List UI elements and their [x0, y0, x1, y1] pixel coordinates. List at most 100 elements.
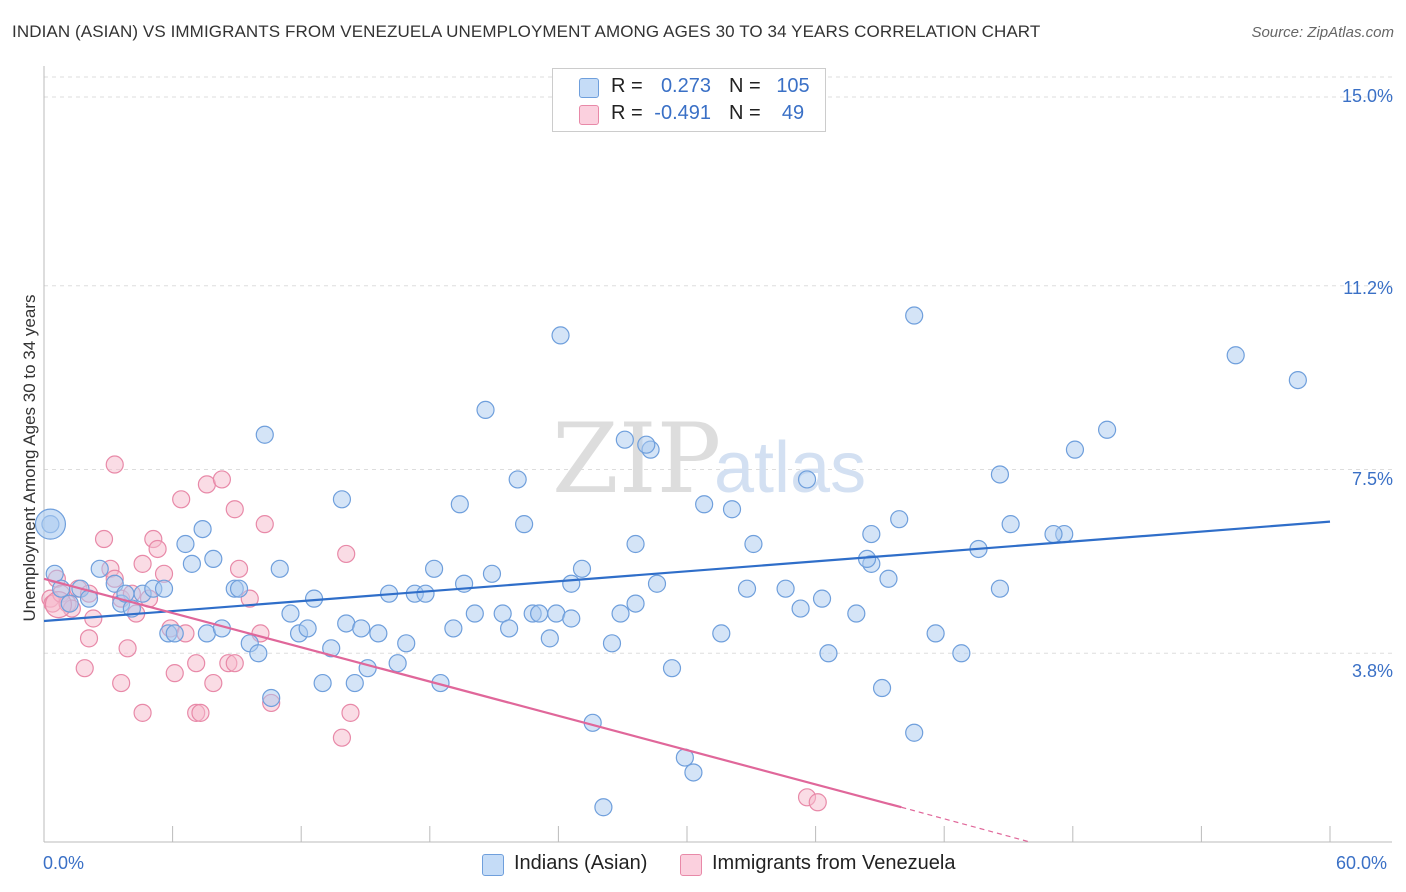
indians-point: [890, 510, 909, 529]
indians-point: [562, 609, 581, 628]
indians-point: [204, 549, 223, 569]
venezuela-point: [112, 673, 131, 693]
chart-title: INDIAN (ASIAN) VS IMMIGRANTS FROM VENEZU…: [12, 22, 1041, 41]
legend-r-label: R =: [611, 102, 643, 124]
indians-point: [990, 579, 1010, 598]
indians-point: [594, 798, 613, 817]
venezuela-point: [197, 475, 216, 494]
venezuela-point: [212, 470, 231, 489]
indians-point: [1097, 420, 1117, 439]
watermark-zip: ZIP: [552, 403, 721, 515]
indians-point: [176, 534, 195, 554]
indians-point: [465, 604, 484, 623]
venezuela-point: [118, 639, 137, 658]
indians-point: [819, 644, 838, 663]
venezuela-point: [148, 539, 167, 559]
indians-point: [905, 723, 924, 742]
indians-point: [572, 559, 592, 578]
indians-point: [872, 678, 892, 698]
watermark-atlas: atlas: [714, 428, 866, 508]
indians-point: [562, 574, 581, 593]
indians-point: [637, 435, 656, 454]
indians-point: [812, 589, 832, 608]
venezuela-point: [808, 793, 827, 812]
venezuela-point: [165, 664, 184, 683]
indians-point: [262, 688, 281, 708]
trend-lines: [43, 520, 1331, 843]
y-tick-label: 11.2%: [1343, 278, 1393, 298]
venezuela-point: [94, 529, 114, 549]
indians-point: [369, 624, 388, 643]
indians-point: [1001, 515, 1020, 534]
venezuela-point: [204, 673, 223, 693]
indians-point: [862, 524, 881, 544]
indians-point: [879, 569, 898, 588]
indians-point: [332, 490, 352, 509]
y-axis-title: Unemployment Among Ages 30 to 34 years: [20, 294, 39, 622]
indians-point: [1288, 371, 1307, 390]
venezuela-point: [255, 515, 274, 534]
bottom-legend-label: Indians (Asian): [514, 852, 648, 874]
indians-point: [197, 624, 216, 643]
legend-n-value: 105: [776, 75, 810, 97]
indians-point: [444, 619, 463, 638]
venezuela-point: [172, 490, 191, 509]
indians-point: [154, 579, 174, 598]
venezuela-point: [225, 654, 244, 673]
indians-point: [615, 430, 634, 449]
indians-point: [1226, 346, 1245, 365]
legend-swatch-blue: [579, 78, 599, 98]
y-tick-label: 7.5%: [1351, 469, 1393, 489]
venezuela-point: [133, 703, 152, 722]
indians-point: [797, 470, 817, 489]
venezuela-point: [187, 654, 206, 673]
indians-point: [358, 659, 377, 678]
venezuela-point: [133, 554, 152, 573]
indians-point: [337, 614, 356, 633]
indians-point-large: [34, 508, 67, 540]
x-min-label: 0.0%: [43, 853, 85, 873]
indians-point: [165, 624, 184, 643]
indians-point: [424, 559, 444, 578]
indians-point: [737, 579, 757, 598]
legend-swatch-pink: [579, 105, 599, 125]
indians-point: [540, 629, 559, 648]
indians-point: [952, 644, 971, 663]
indians-point: [397, 634, 416, 653]
indians-point: [695, 495, 714, 514]
indians-point: [1065, 440, 1085, 459]
indians-point: [60, 594, 79, 613]
indians-point: [352, 619, 371, 638]
indians-point: [313, 673, 332, 693]
indians-point: [684, 763, 703, 782]
venezuela-trend-extension: [901, 806, 1031, 843]
bottom-legend-swatch-blue: [482, 854, 504, 876]
bottom-legend-label: Immigrants from Venezuela: [712, 852, 956, 874]
bottom-legend-swatch-pink: [680, 854, 702, 876]
indians-point: [508, 470, 527, 489]
indians-point: [193, 519, 212, 539]
indians-point: [450, 495, 469, 514]
indians-point: [744, 534, 763, 554]
venezuela-point: [79, 629, 99, 648]
venezuela-trend-line: [43, 577, 902, 809]
indians-point: [255, 425, 274, 444]
indians-point: [722, 500, 742, 519]
indians-point: [270, 559, 289, 578]
indians-point: [530, 604, 549, 623]
venezuela-point: [191, 703, 210, 722]
indians-point: [791, 599, 810, 618]
indians-point: [926, 624, 945, 643]
y-tick-label: 15.0%: [1341, 86, 1393, 106]
indians-point: [551, 326, 570, 345]
indians-point: [626, 594, 645, 613]
indians-point: [905, 306, 924, 325]
indians-points: [34, 306, 1307, 817]
legend-r-value: -0.491: [654, 102, 711, 124]
legend-n-label: N =: [729, 75, 761, 97]
indians-point: [515, 515, 534, 534]
venezuela-points: [41, 455, 827, 812]
indians-point: [249, 644, 268, 663]
legend-n-label: N =: [729, 102, 761, 124]
